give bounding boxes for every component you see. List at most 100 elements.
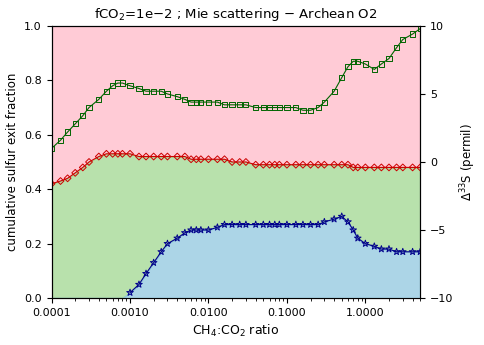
- Point: [164, 241, 171, 246]
- X-axis label: CH$_4$:CO$_2$ ratio: CH$_4$:CO$_2$ ratio: [192, 323, 279, 339]
- Point: [213, 99, 221, 105]
- Point: [197, 99, 205, 105]
- Point: [135, 154, 143, 159]
- Point: [399, 37, 407, 42]
- Point: [354, 59, 362, 64]
- Point: [320, 162, 328, 167]
- Point: [307, 222, 315, 227]
- Point: [221, 102, 228, 108]
- Point: [242, 222, 250, 227]
- Point: [408, 31, 416, 37]
- Point: [416, 26, 424, 31]
- Point: [393, 249, 400, 255]
- Point: [103, 88, 110, 94]
- Point: [416, 249, 424, 255]
- Point: [299, 222, 307, 227]
- Point: [236, 222, 243, 227]
- Point: [242, 159, 250, 165]
- Point: [221, 157, 228, 162]
- Point: [271, 162, 279, 167]
- Point: [408, 165, 416, 170]
- Point: [213, 225, 221, 230]
- Point: [85, 105, 93, 110]
- Point: [252, 162, 259, 167]
- Point: [349, 227, 357, 233]
- Point: [362, 241, 369, 246]
- Point: [114, 80, 122, 86]
- Point: [157, 88, 165, 94]
- Point: [283, 162, 291, 167]
- Point: [126, 83, 134, 89]
- Point: [275, 222, 283, 227]
- Point: [399, 249, 407, 255]
- Point: [85, 159, 93, 165]
- Point: [193, 99, 200, 105]
- Point: [266, 162, 273, 167]
- Point: [283, 222, 291, 227]
- Point: [114, 151, 122, 157]
- Point: [259, 162, 267, 167]
- Point: [344, 219, 352, 225]
- Point: [275, 162, 283, 167]
- Point: [164, 154, 171, 159]
- Point: [338, 75, 346, 80]
- Point: [57, 137, 64, 143]
- Point: [259, 105, 267, 110]
- Point: [135, 86, 143, 91]
- Point: [385, 165, 393, 170]
- Point: [344, 162, 352, 167]
- Point: [181, 230, 189, 236]
- Title: fCO$_2$=1e$-$2 ; Mie scattering $-$ Archean O2: fCO$_2$=1e$-$2 ; Mie scattering $-$ Arch…: [94, 6, 378, 22]
- Point: [103, 151, 110, 157]
- Point: [385, 246, 393, 252]
- Point: [307, 108, 315, 113]
- Point: [187, 157, 195, 162]
- Point: [64, 129, 72, 135]
- Point: [378, 246, 385, 252]
- Point: [79, 165, 87, 170]
- Point: [205, 157, 212, 162]
- Point: [314, 162, 322, 167]
- Y-axis label: cumulative sulfur exit fraction: cumulative sulfur exit fraction: [5, 73, 18, 251]
- Point: [349, 165, 357, 170]
- Point: [370, 67, 378, 72]
- Point: [205, 99, 212, 105]
- Point: [193, 157, 200, 162]
- Point: [197, 157, 205, 162]
- Point: [299, 108, 307, 113]
- Point: [330, 88, 338, 94]
- Point: [292, 162, 300, 167]
- Point: [150, 88, 157, 94]
- Point: [314, 222, 322, 227]
- Point: [338, 214, 346, 219]
- Point: [370, 244, 378, 249]
- Point: [57, 178, 64, 184]
- Point: [314, 105, 322, 110]
- Point: [242, 102, 250, 108]
- Point: [283, 105, 291, 110]
- Point: [266, 105, 273, 110]
- Point: [338, 162, 346, 167]
- Point: [320, 99, 328, 105]
- Point: [228, 222, 236, 227]
- Point: [292, 222, 300, 227]
- Point: [349, 59, 357, 64]
- Point: [362, 165, 369, 170]
- Point: [362, 61, 369, 67]
- Point: [378, 165, 385, 170]
- Point: [126, 290, 134, 295]
- Point: [236, 159, 243, 165]
- Point: [181, 154, 189, 159]
- Point: [275, 105, 283, 110]
- Point: [187, 99, 195, 105]
- Point: [164, 91, 171, 97]
- Point: [71, 121, 79, 127]
- Point: [205, 227, 212, 233]
- Point: [292, 105, 300, 110]
- Point: [181, 97, 189, 102]
- Point: [48, 181, 56, 187]
- Point: [64, 176, 72, 181]
- Point: [197, 227, 205, 233]
- Point: [213, 157, 221, 162]
- Point: [95, 97, 103, 102]
